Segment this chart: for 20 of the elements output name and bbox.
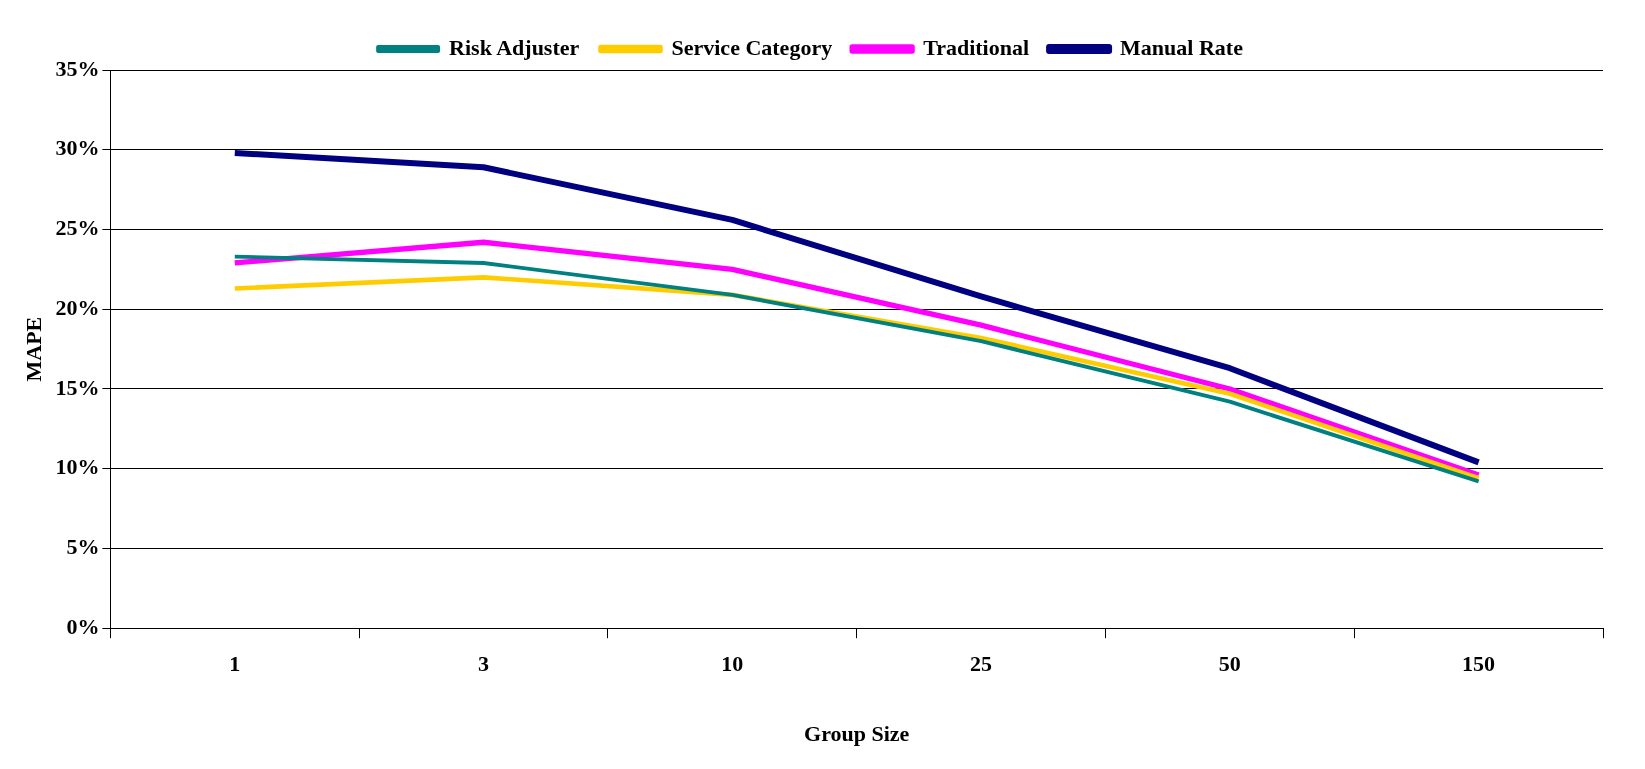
y-tick-label: 10% [55, 454, 100, 480]
y-tick-label: 0% [66, 613, 100, 639]
x-tick-label: 10 [721, 651, 744, 677]
legend-label: Risk Adjuster [449, 34, 580, 60]
x-tick-label: 1 [229, 651, 241, 677]
y-tick-label: 15% [55, 374, 100, 400]
x-tick-label: 50 [1218, 651, 1241, 677]
y-tick-label: 5% [66, 534, 100, 560]
x-tick-label: 25 [970, 651, 993, 677]
y-tick-label: 35% [55, 55, 100, 81]
legend-label: Service Category [671, 34, 833, 60]
y-tick-label: 30% [55, 135, 100, 161]
legend-label: Traditional [923, 34, 1030, 60]
x-axis-title: Group Size [804, 721, 910, 747]
legend-label: Manual Rate [1120, 34, 1244, 60]
y-tick-label: 20% [55, 294, 100, 320]
x-tick-label: 3 [478, 651, 490, 677]
y-tick-label: 25% [55, 215, 100, 241]
x-tick-label: 150 [1462, 651, 1496, 677]
y-axis-title: MAPE [20, 316, 46, 382]
